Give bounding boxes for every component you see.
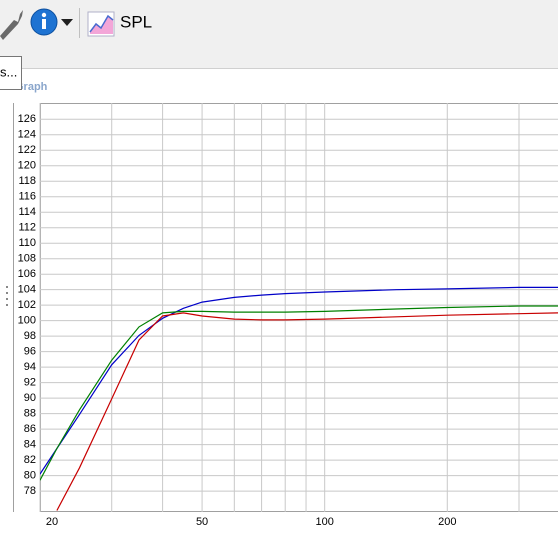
y-tick-label: 82	[24, 454, 36, 466]
info-button[interactable]	[30, 8, 73, 36]
y-tick-label: 114	[18, 206, 36, 218]
plot-area	[40, 103, 558, 512]
y-tick-label: 118	[18, 175, 36, 187]
y-tick-label: 88	[24, 408, 36, 420]
dropdown-arrow	[61, 19, 73, 26]
toolbar	[0, 0, 558, 68]
grip-dot	[6, 286, 8, 288]
y-tick-label: 102	[18, 299, 36, 311]
grip-dot	[6, 298, 8, 300]
y-tick-label: 100	[18, 315, 36, 327]
grip-dot	[6, 292, 8, 294]
splitter-grip[interactable]	[6, 286, 8, 306]
y-tick-label: 112	[18, 222, 36, 234]
spl-icon-line	[89, 14, 114, 33]
spl-curve	[56, 312, 558, 511]
spl-icon-area	[90, 16, 113, 34]
spl-label: SPL	[120, 12, 152, 31]
grip-dot	[6, 304, 8, 306]
grid	[39, 103, 558, 512]
y-tick-label: 122	[18, 144, 36, 156]
y-tick-label: 116	[18, 191, 36, 203]
y-tick-label: 106	[18, 268, 36, 280]
info-glyph-stem	[42, 19, 46, 29]
curves	[40, 286, 558, 511]
y-tick-label: 126	[18, 113, 36, 125]
wrench-icon	[0, 10, 23, 40]
x-tick-label: 20	[46, 516, 58, 528]
y-tick-label: 120	[18, 160, 36, 172]
y-tick-label: 94	[24, 361, 36, 373]
wrench-button[interactable]	[0, 10, 23, 40]
tooltip-box	[0, 56, 22, 90]
info-glyph-dot	[41, 12, 47, 18]
y-tick-label: 110	[18, 237, 36, 249]
x-tick-label: 50	[196, 516, 208, 528]
y-tick-label: 92	[24, 377, 36, 389]
y-tick-label: 90	[24, 392, 36, 404]
y-tick-label: 124	[18, 129, 36, 141]
x-tick-label: 200	[438, 516, 456, 528]
y-tick-label: 108	[18, 253, 36, 265]
y-tick-label: 84	[24, 439, 36, 451]
spl-curve	[40, 286, 558, 475]
y-tick-label: 80	[24, 469, 36, 481]
y-tick-label: 104	[18, 284, 36, 296]
axis-labels: 78 80 82 84 86 88 90 92 94 96 98 100 102 104 106 108 110…	[18, 113, 457, 528]
tooltip: s...	[0, 56, 22, 90]
tooltip-text: s...	[0, 64, 17, 79]
y-tick-label: 96	[24, 346, 36, 358]
y-tick-label: 86	[24, 423, 36, 435]
panel-title: Graph	[15, 81, 48, 93]
x-tick-label: 100	[315, 516, 333, 528]
y-tick-label: 98	[24, 330, 36, 342]
y-tick-label: 78	[24, 485, 36, 497]
spl-curve	[40, 305, 558, 481]
spl-button[interactable]: SPL	[87, 11, 152, 37]
